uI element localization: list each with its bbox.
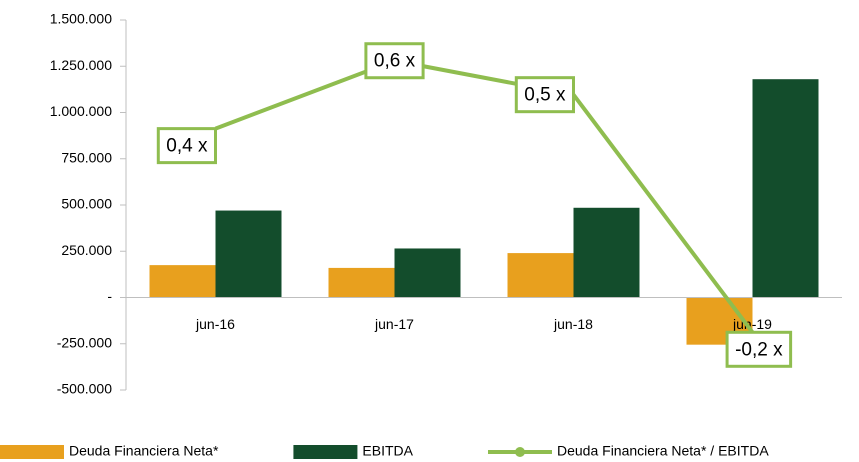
y-tick-label: 750.000 <box>61 149 112 165</box>
legend-label: Deuda Financiera Neta* / EBITDA <box>557 443 769 459</box>
data-label-box <box>364 42 425 80</box>
data-label: 0,6 x <box>374 51 416 72</box>
x-tick-label: jun-17 <box>374 316 414 332</box>
y-tick-label: -500.000 <box>57 381 112 397</box>
legend-swatch <box>293 445 358 459</box>
x-tick-label: jun-18 <box>553 316 593 332</box>
bar <box>752 79 819 298</box>
data-label-box <box>514 76 575 114</box>
bar <box>215 210 282 298</box>
legend-marker <box>515 447 525 457</box>
y-tick-label: 500.000 <box>61 196 112 212</box>
legend-swatch <box>0 445 64 459</box>
legend-label: EBITDA <box>362 443 413 459</box>
data-label: 0,5 x <box>524 85 566 106</box>
data-label: -0,2 x <box>735 339 783 360</box>
line <box>214 58 755 334</box>
y-tick-label: - <box>107 288 112 304</box>
bar <box>149 265 216 298</box>
bar <box>573 207 640 298</box>
data-label-box <box>156 127 217 165</box>
y-tick-label: 250.000 <box>61 242 112 258</box>
data-label: 0,4 x <box>166 136 208 157</box>
y-tick-label: -250.000 <box>57 334 112 350</box>
data-label-box <box>725 330 793 368</box>
y-tick-label: 1.500.000 <box>50 11 112 27</box>
y-tick-label: 1.000.000 <box>50 103 112 119</box>
bar <box>507 253 574 298</box>
legend-label: Deuda Financiera Neta* <box>69 443 219 459</box>
y-tick-label: 1.250.000 <box>50 57 112 73</box>
x-tick-label: jun-16 <box>195 316 235 332</box>
bar <box>328 267 395 298</box>
bar <box>394 248 461 298</box>
